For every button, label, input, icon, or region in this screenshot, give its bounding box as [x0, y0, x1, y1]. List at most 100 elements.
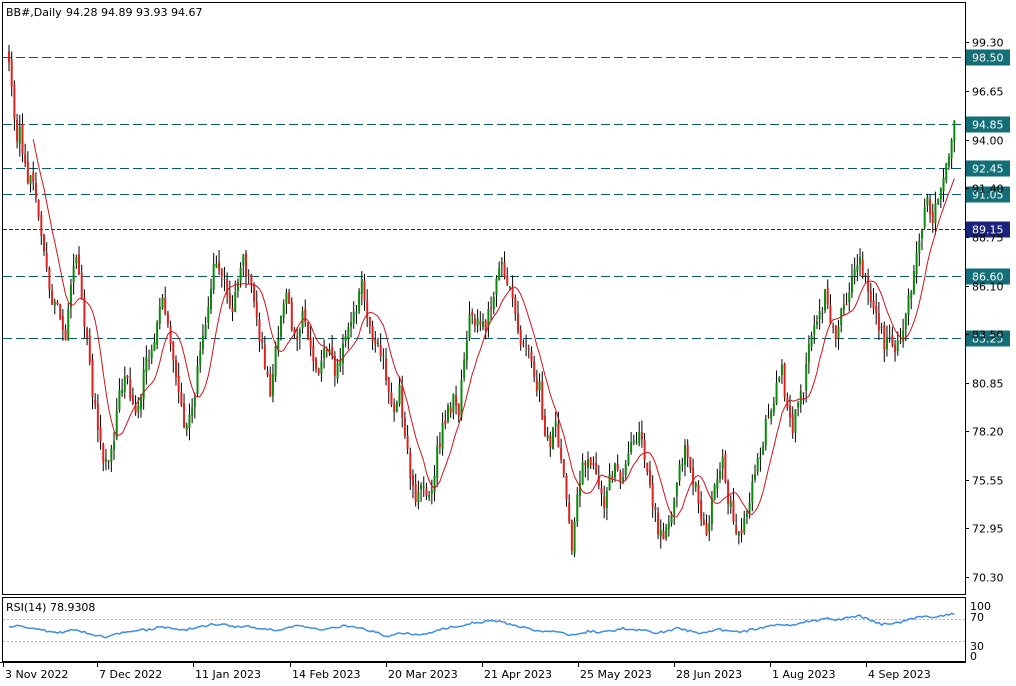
candle-5 [21, 113, 24, 163]
candle-189 [517, 300, 520, 335]
candle-body [837, 326, 840, 339]
x-tick-label-0: 3 Nov 2022 [5, 668, 68, 681]
candle-274 [745, 508, 748, 525]
candle-79 [220, 268, 223, 288]
candle-329 [894, 339, 897, 362]
candle-body [646, 462, 649, 473]
level-label-5: 86.60 [972, 271, 1004, 284]
candle-202 [552, 426, 555, 450]
candle-body [910, 292, 913, 299]
candle-133 [366, 289, 369, 327]
candle-body [681, 464, 684, 466]
candle-body [514, 297, 517, 314]
candle-211 [576, 487, 579, 527]
candle-182 [498, 261, 501, 281]
rsi-tick-label-1: 70 [970, 611, 984, 624]
candle-320 [869, 282, 872, 308]
candle-body [104, 458, 107, 462]
candle-body [587, 459, 590, 468]
candle-body [713, 485, 716, 500]
candle-108 [298, 327, 301, 350]
candle-body [772, 403, 775, 413]
candle-139 [382, 348, 385, 370]
candle-63 [177, 362, 180, 404]
candle-body [675, 482, 678, 496]
candle-body [298, 329, 301, 337]
candle-322 [875, 293, 878, 325]
candle-188 [514, 294, 517, 321]
candle-body [398, 384, 401, 405]
candle-44 [126, 374, 129, 385]
candle-body [40, 214, 43, 237]
candle-body [737, 532, 740, 536]
candle-95 [263, 336, 266, 370]
candle-body [673, 498, 676, 515]
candle-body [245, 253, 247, 277]
candle-body [692, 467, 695, 485]
candle-body [363, 280, 366, 301]
candle-body [778, 377, 781, 382]
candle-body [145, 356, 148, 373]
y-tick-label-6: 83.50 [972, 329, 1004, 342]
candle-body [568, 502, 571, 522]
candle-216 [589, 456, 592, 469]
candle-82 [228, 280, 231, 310]
candle-body [508, 286, 511, 288]
candle-body [236, 281, 239, 292]
candle-347 [942, 168, 945, 203]
candle-body [460, 379, 463, 418]
candle-body [482, 321, 484, 327]
candle-93 [258, 312, 261, 353]
candle-157 [430, 479, 433, 505]
x-tick-label-4: 20 Mar 2023 [388, 668, 458, 681]
candle-body [320, 360, 323, 374]
candle-body [877, 313, 880, 331]
candle-308 [837, 320, 840, 350]
candle-224 [611, 470, 614, 483]
candle-body [824, 289, 827, 311]
candle-64 [180, 382, 183, 407]
candle-201 [549, 431, 552, 457]
candle-266 [724, 450, 727, 484]
candle-body [212, 263, 215, 290]
candle-348 [945, 162, 948, 184]
x-tick-label-2: 11 Jan 2023 [195, 668, 261, 681]
x-tick-label-3: 14 Feb 2023 [292, 668, 360, 681]
candle-body [452, 393, 455, 413]
candle-154 [422, 476, 425, 497]
candle-body [239, 267, 242, 283]
candle-body [226, 278, 229, 295]
candle-body [436, 445, 439, 478]
candle-236 [643, 432, 646, 469]
candle-125 [344, 330, 347, 348]
candle-190 [519, 325, 522, 351]
y-tick-label-0: 99.30 [972, 37, 1004, 50]
candle-232 [632, 434, 635, 446]
candle-body [209, 288, 212, 310]
candle-323 [877, 302, 880, 340]
candle-body [589, 457, 592, 465]
candle-body [842, 304, 845, 311]
candle-209 [570, 519, 573, 555]
candle-13 [43, 233, 46, 256]
candle-29 [86, 326, 89, 346]
candle-4 [18, 114, 21, 157]
candle-body [86, 328, 89, 339]
candle-350 [950, 138, 953, 170]
candle-255 [694, 481, 697, 492]
moving-average-line [32, 139, 955, 518]
candle-body [220, 268, 223, 278]
candle-212 [578, 470, 581, 508]
candle-87 [242, 254, 245, 276]
candle-body [393, 404, 396, 412]
candle-body [740, 530, 743, 534]
candle-body [347, 327, 350, 339]
candle-body [503, 262, 506, 278]
candle-body [764, 418, 767, 446]
candle-138 [379, 333, 382, 362]
candle-233 [635, 432, 638, 445]
candle-body [899, 340, 902, 342]
candle-body [317, 368, 320, 374]
